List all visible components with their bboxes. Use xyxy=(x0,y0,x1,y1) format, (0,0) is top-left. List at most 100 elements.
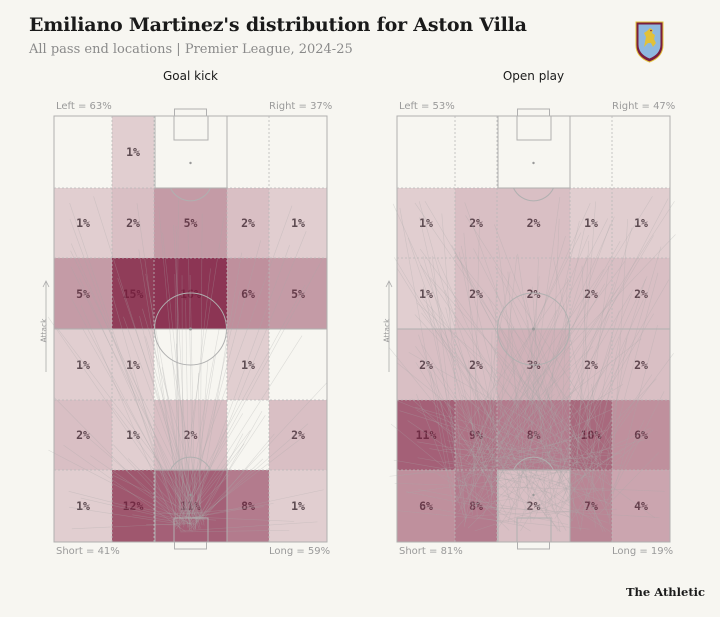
pass-arrow xyxy=(93,196,200,530)
pass-arrow xyxy=(419,217,479,479)
pass-arrow xyxy=(528,496,608,523)
pass-arrow xyxy=(492,444,597,472)
pass-arrow xyxy=(479,301,606,532)
heat-cell-1-2 xyxy=(497,188,570,258)
pass-arrow xyxy=(462,374,533,510)
pass-arrow xyxy=(418,334,472,503)
pass-arrow xyxy=(112,406,198,523)
pass-arrow xyxy=(397,510,590,530)
cell-share-label: 2% xyxy=(584,286,598,301)
pass-arrow xyxy=(509,300,604,532)
pass-arrow xyxy=(399,410,581,467)
pass-arrow xyxy=(143,508,190,518)
heat-cell-3-0 xyxy=(397,329,455,400)
pass-arrow xyxy=(127,458,194,524)
pass-arrow xyxy=(460,234,676,462)
pass-arrow xyxy=(507,271,521,467)
top-penalty-spot xyxy=(189,161,192,165)
pass-arrow xyxy=(576,240,590,466)
pass-arrow xyxy=(485,447,560,454)
pass-arrow xyxy=(80,497,192,524)
left-share-label: Left = 63% xyxy=(56,101,112,112)
pass-arrow xyxy=(496,255,518,446)
pass-arrow xyxy=(70,250,203,521)
cell-share-label: 1% xyxy=(76,357,90,372)
pass-arrow xyxy=(68,506,187,526)
right-share-label: Right = 47% xyxy=(612,101,676,112)
pass-arrow xyxy=(463,500,496,508)
pass-arrow xyxy=(188,353,217,515)
pass-arrow xyxy=(113,444,182,520)
bottom-goal xyxy=(517,541,550,550)
pass-arrow xyxy=(570,457,613,523)
pass-arrow xyxy=(184,328,220,514)
pass-arrow xyxy=(482,216,615,517)
pass-arrow xyxy=(429,448,595,478)
heat-cell-4-0 xyxy=(54,400,112,470)
pass-arrow xyxy=(553,258,609,518)
cell-share-label: 2% xyxy=(183,428,198,442)
heat-cell-2-0 xyxy=(54,258,112,329)
pass-arrow xyxy=(584,246,662,511)
heat-cell-4-1 xyxy=(455,400,497,470)
pass-arrow xyxy=(445,307,490,501)
cell-share-label: 6% xyxy=(241,286,255,301)
pass-arrow xyxy=(458,251,512,510)
pass-arrow xyxy=(611,429,654,466)
pass-arrow xyxy=(494,474,519,484)
pass-arrow xyxy=(393,459,525,483)
pass-arrow xyxy=(419,248,610,507)
pass-arrow xyxy=(581,265,596,528)
chart-title: Emiliano Martinez's distribution for Ast… xyxy=(29,14,527,36)
heat-cell-4-3 xyxy=(570,400,612,470)
pass-arrow xyxy=(388,347,518,507)
cell-share-label: 1% xyxy=(126,145,140,159)
pass-arrow xyxy=(420,264,595,521)
pass-arrow xyxy=(180,521,318,532)
cell-share-label: 5% xyxy=(183,216,198,230)
pass-arrow xyxy=(69,202,181,532)
heat-cell-0-1 xyxy=(112,116,154,188)
pass-arrow xyxy=(562,313,654,468)
long-share-label: Long = 59% xyxy=(269,546,331,557)
heat-cell-1-4 xyxy=(269,188,327,258)
pass-arrow xyxy=(477,326,515,455)
pass-arrow xyxy=(202,433,275,520)
pass-arrow xyxy=(422,256,501,521)
pass-arrow xyxy=(390,423,501,514)
bottom-d-arc xyxy=(513,456,554,471)
pass-arrow xyxy=(414,314,539,448)
pass-arrow xyxy=(483,346,594,449)
pass-arrow xyxy=(501,427,651,498)
pass-arrow xyxy=(445,460,556,474)
cell-share-label: 1% xyxy=(76,499,90,513)
pass-arrow xyxy=(454,338,528,512)
heat-cell-0-2 xyxy=(154,116,227,188)
pass-arrow xyxy=(509,283,606,453)
pass-arrow xyxy=(139,316,193,532)
pass-arrow xyxy=(571,487,665,492)
pass-arrow xyxy=(520,411,557,522)
pass-arrow xyxy=(527,281,616,510)
pass-arrow xyxy=(494,266,611,486)
centre-circle xyxy=(497,292,570,366)
pass-arrow xyxy=(505,364,589,447)
the-athletic-logo: The Athletic xyxy=(626,585,706,599)
pass-arrow xyxy=(68,491,189,523)
pass-arrow xyxy=(457,310,557,502)
heat-cell-2-3 xyxy=(570,258,612,329)
cell-share-label: 2% xyxy=(469,216,483,230)
pass-arrow xyxy=(414,406,557,448)
pass-arrow xyxy=(590,336,621,487)
pass-arrow xyxy=(188,382,328,531)
pass-arrow xyxy=(520,469,558,532)
pass-arrow xyxy=(463,367,498,527)
pass-arrow xyxy=(456,445,484,502)
top-goal xyxy=(517,108,550,117)
pass-arrow xyxy=(458,428,594,482)
pass-arrow xyxy=(81,326,193,521)
pass-arrow xyxy=(529,235,654,445)
pass-arrow xyxy=(181,275,183,515)
pass-arrow xyxy=(156,512,203,515)
